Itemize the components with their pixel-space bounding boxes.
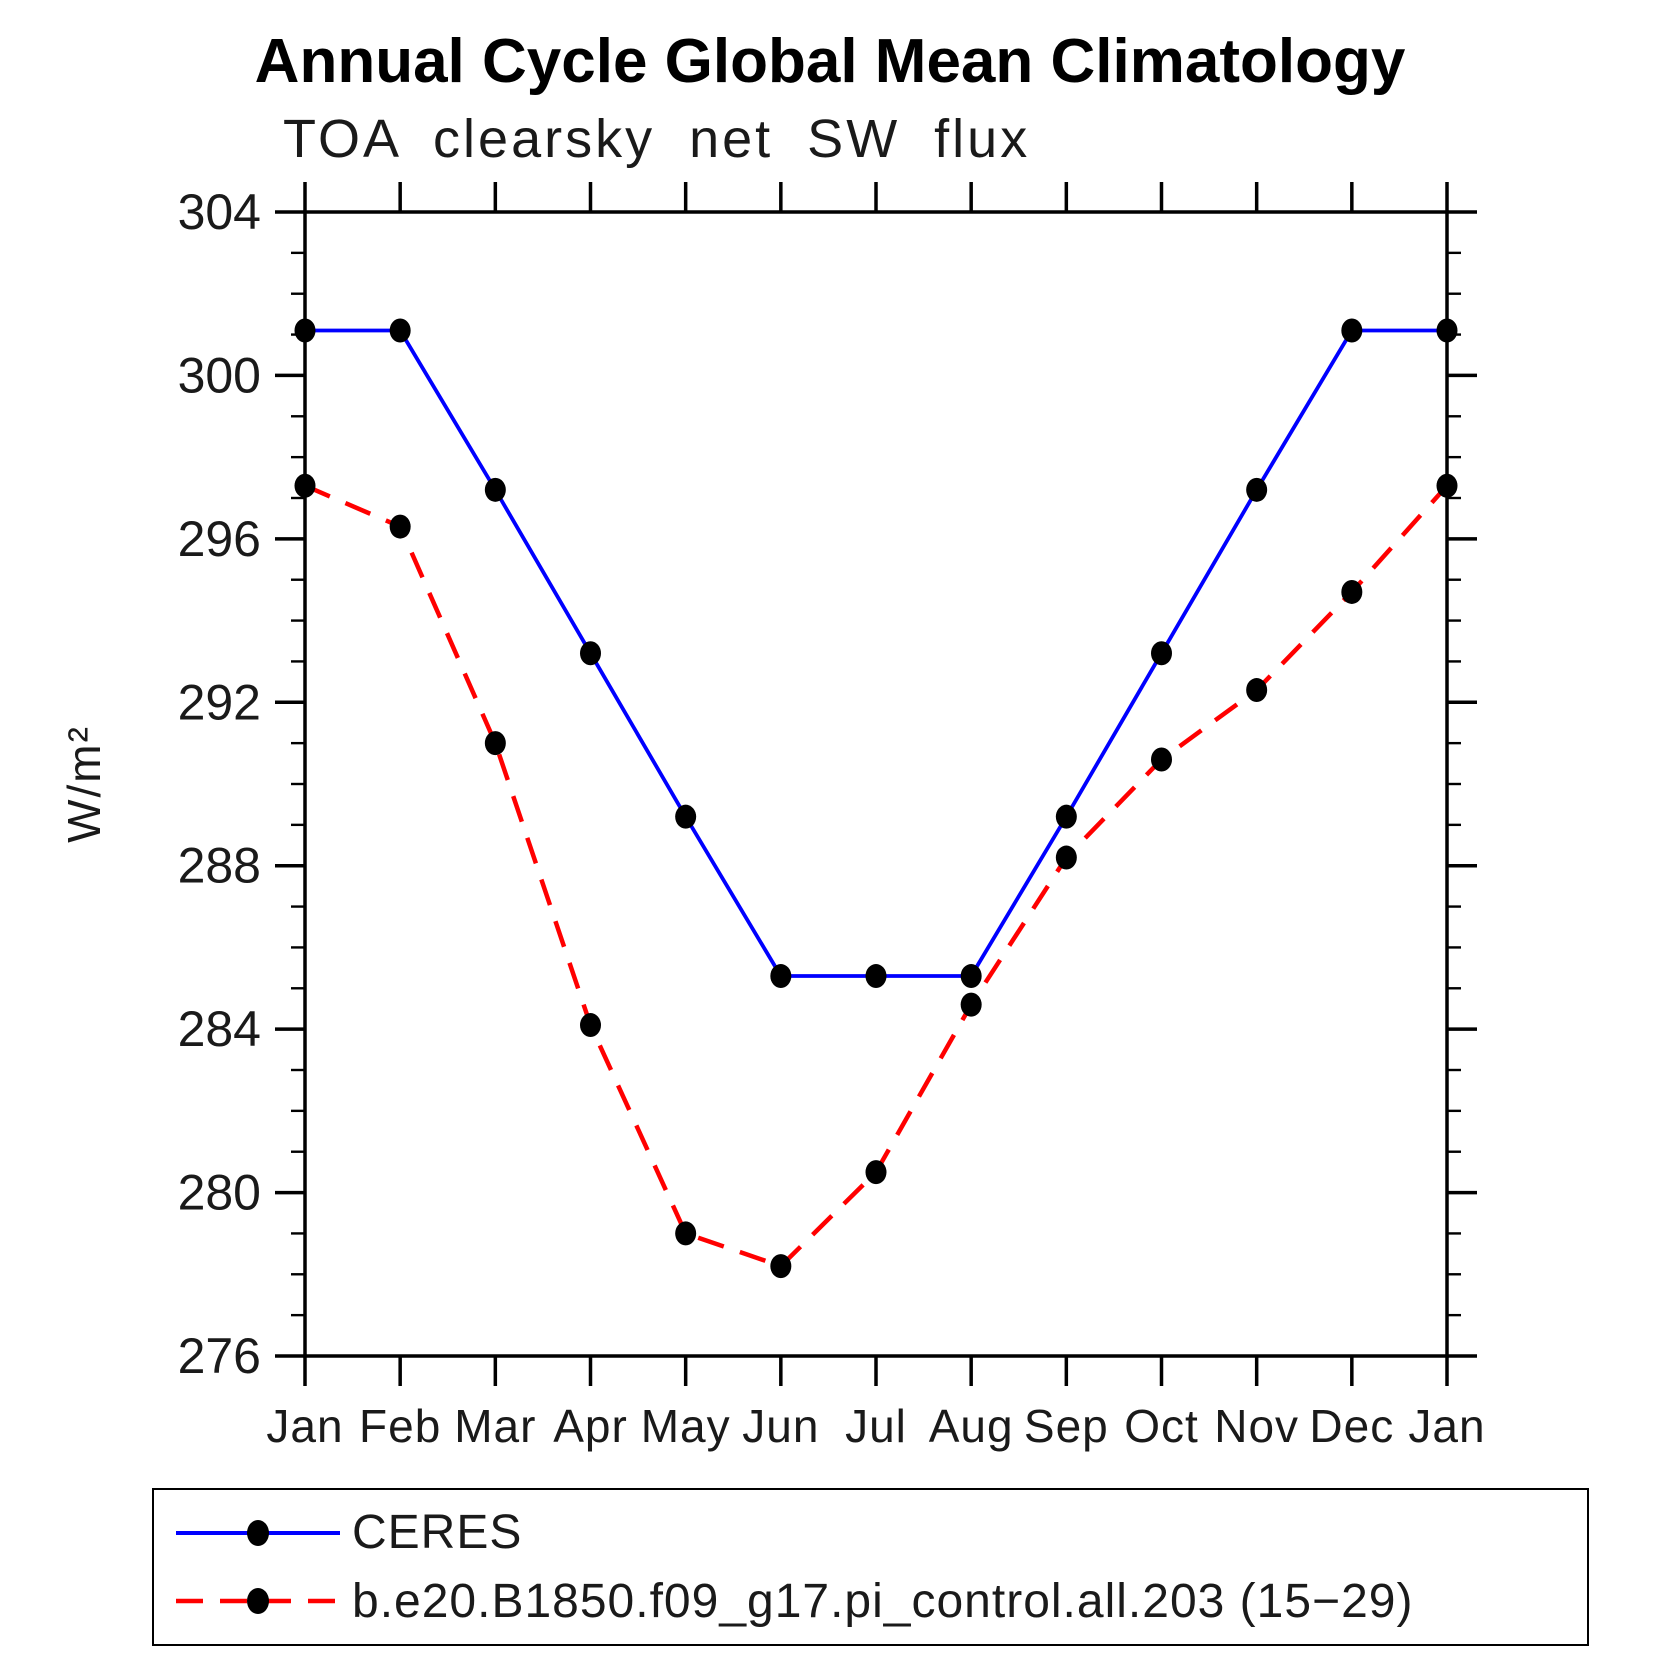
series-0-marker [770, 964, 792, 989]
series-1-marker [770, 1254, 792, 1279]
x-tick-label: May [641, 1400, 731, 1452]
series-0-marker [960, 964, 982, 989]
y-tick-label: 284 [178, 1001, 261, 1057]
y-tick-label: 292 [178, 674, 261, 730]
series-0-marker [294, 318, 316, 343]
x-tick-label: Jun [742, 1400, 819, 1452]
series-1-marker [484, 731, 506, 756]
x-tick-label: Jan [266, 1400, 343, 1452]
series-0-marker [1246, 477, 1268, 502]
x-tick-label: Jan [1408, 1400, 1485, 1452]
series-1-marker [1151, 747, 1172, 772]
series-0-marker [865, 964, 887, 989]
series-0-marker [484, 477, 506, 502]
x-tick-label: Apr [553, 1400, 628, 1452]
series-1-marker [1055, 845, 1077, 870]
x-tick-label: Feb [359, 1400, 441, 1452]
series-0-marker [389, 318, 411, 343]
x-tick-label: Sep [1024, 1400, 1109, 1452]
y-tick-label: 276 [178, 1328, 261, 1384]
x-tick-label: Mar [454, 1400, 536, 1452]
y-axis-title: W/m² [58, 725, 110, 843]
x-tick-label: Aug [929, 1400, 1014, 1452]
series-1-marker [1246, 678, 1268, 703]
legend-item-model: b.e20.B1850.f09_g17.pi_control.all.203 (… [170, 1574, 1587, 1628]
series-line-0 [305, 328, 1447, 978]
chart-subtitle: TOA clearsky net SW flux [283, 109, 1031, 169]
x-tick-label: Oct [1124, 1400, 1199, 1452]
legend: CERES b.e20.B1850.f09_g17.pi_control.all… [152, 1488, 1589, 1646]
series-0-marker [1055, 804, 1077, 829]
chart-title: Annual Cycle Global Mean Climatology [254, 27, 1406, 96]
series-0-marker [580, 641, 601, 666]
series-1-marker [580, 1013, 601, 1038]
series-1-marker [294, 473, 316, 498]
x-tick-label: Dec [1309, 1400, 1394, 1452]
series-1-marker [1341, 579, 1363, 604]
series-line-1 [304, 483, 1449, 1269]
plot-frame [303, 210, 1449, 1358]
x-tick-label: Jul [845, 1400, 907, 1452]
series-0-marker [1341, 318, 1363, 343]
series-1-marker [675, 1221, 697, 1246]
series-1-marker [865, 1160, 887, 1185]
series-1-marker [960, 992, 982, 1017]
series-1-marker [1436, 473, 1458, 498]
series-0-marker [1436, 318, 1458, 343]
y-tick-label: 280 [178, 1165, 261, 1221]
y-tick-label: 296 [178, 511, 261, 567]
legend-label-model: b.e20.B1850.f09_g17.pi_control.all.203 (… [352, 1574, 1414, 1628]
series-0-marker [675, 804, 697, 829]
y-tick-label: 304 [178, 184, 261, 240]
x-tick-label: Nov [1214, 1400, 1299, 1452]
legend-sample-model [176, 1588, 340, 1615]
series-0-marker [1151, 641, 1172, 666]
legend-marker-icon [247, 1519, 269, 1546]
legend-sample-ceres [176, 1519, 340, 1546]
series-1-marker [389, 514, 411, 539]
legend-item-ceres: CERES [170, 1506, 1587, 1560]
y-tick-label: 288 [178, 838, 261, 894]
legend-marker-icon [247, 1588, 269, 1615]
legend-label-ceres: CERES [352, 1506, 523, 1560]
y-tick-label: 300 [178, 347, 261, 403]
